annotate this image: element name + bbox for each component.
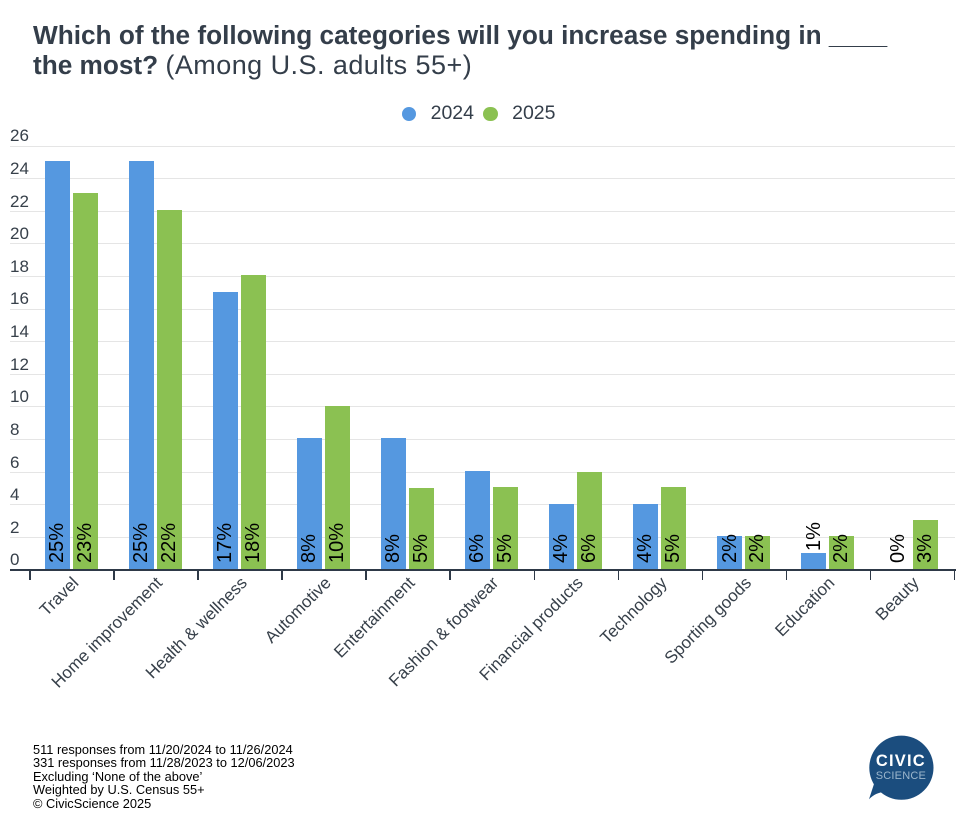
svg-text:SCIENCE: SCIENCE — [876, 770, 926, 782]
svg-text:CIVIC: CIVIC — [876, 752, 926, 770]
